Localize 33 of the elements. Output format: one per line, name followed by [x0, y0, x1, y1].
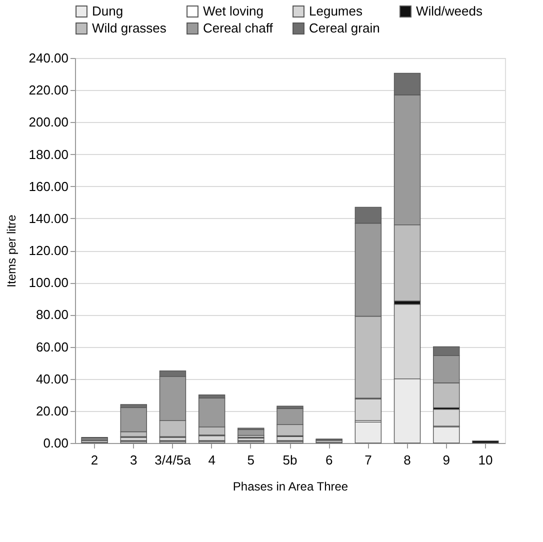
- legend-label: Cereal grain: [309, 20, 380, 36]
- x-tick-label: 8: [404, 452, 411, 468]
- y-tick-label: 120.00: [28, 243, 68, 258]
- x-tick-label: 3/4/5a: [154, 452, 192, 468]
- legend-label: Legumes: [309, 4, 363, 19]
- y-tick-label: 40.00: [36, 371, 68, 386]
- x-tick-label: 4: [208, 452, 216, 468]
- x-tick-label: 5: [247, 452, 255, 468]
- y-tick-label: 160.00: [28, 178, 68, 194]
- legend-label: Wet loving: [203, 4, 264, 19]
- x-tick-label: 10: [478, 452, 493, 468]
- legend-label: Dung: [92, 4, 124, 19]
- x-tick-label: 7: [364, 452, 372, 468]
- x-tick-label: 2: [90, 452, 98, 468]
- y-tick-label: 0.00: [43, 436, 68, 450]
- y-tick-label: 180.00: [28, 146, 68, 162]
- x-tick-label: 3: [130, 452, 138, 468]
- y-tick-label: 220.00: [28, 82, 68, 98]
- y-tick-label: 80.00: [36, 307, 68, 322]
- y-tick-label: 60.00: [36, 339, 68, 354]
- legend-label: Cereal chaff: [203, 20, 274, 36]
- y-tick-label: 20.00: [36, 403, 68, 418]
- legend-label: Wild/weeds: [416, 4, 483, 19]
- x-tick-label: 5b: [282, 452, 298, 468]
- y-tick-label: 200.00: [28, 114, 68, 130]
- x-tick-label: 6: [325, 452, 333, 468]
- y-tick-label: 100.00: [28, 275, 68, 290]
- y-tick-label: 240.00: [28, 50, 68, 66]
- legend-label: Wild grasses: [92, 20, 167, 36]
- y-tick-label: 140.00: [28, 210, 68, 226]
- y-axis-title: Items per litre: [4, 214, 19, 288]
- x-axis-title: Phases in Area Three: [232, 480, 348, 494]
- x-tick-label: 9: [442, 452, 450, 468]
